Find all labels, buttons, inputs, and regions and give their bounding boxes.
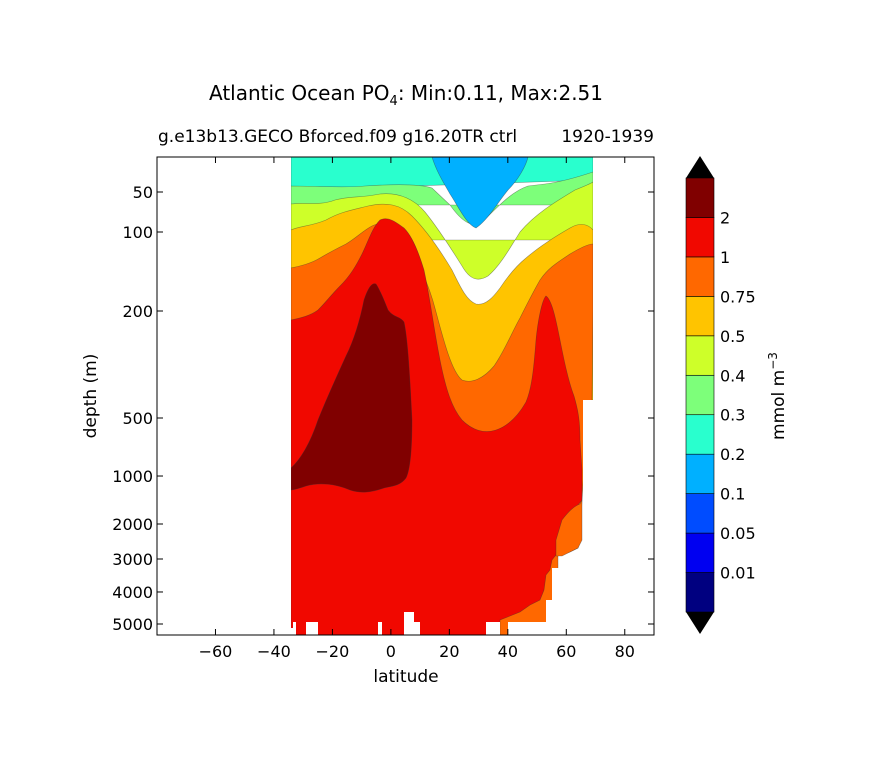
y-tick-label: 1000 — [112, 467, 153, 486]
colorbar-swatch — [685, 532, 715, 573]
colorbar-tick-label: 0.75 — [720, 287, 756, 306]
x-tick-label: −20 — [316, 642, 350, 661]
colorbar-swatch — [685, 572, 715, 613]
colorbar-swatch — [685, 374, 715, 416]
x-axis-label: latitude — [373, 667, 438, 687]
colorbar-swatch — [685, 453, 715, 494]
y-axis: 50 100 200 500 1000 2000 3000 4000 5000 — [112, 183, 654, 634]
colorbar-swatch — [685, 177, 715, 218]
plot-frame — [156, 156, 655, 636]
contour-region-gt-2 — [290, 283, 413, 493]
y-tick-label: 4000 — [112, 583, 153, 602]
colorbar-ticks: 0.01 0.05 0.1 0.2 0.3 0.4 0.5 0.75 1 2 — [720, 208, 756, 582]
contour-region-0.1-0.2 — [431, 157, 529, 229]
x-tick-label: −40 — [257, 642, 291, 661]
colorbar-tick-label: 0.4 — [720, 366, 745, 385]
colorbar-swatch — [685, 414, 715, 455]
colorbar-tick-label: 0.5 — [720, 327, 745, 346]
x-tick-label: −60 — [199, 642, 233, 661]
topography-mask — [157, 157, 654, 635]
colorbar-tick-label: 0.2 — [720, 445, 745, 464]
colorbar-tick-label: 0.1 — [720, 485, 745, 504]
chart-subtitle-left: g.e13b13.GECO Bforced.f09 g16.20TR ctrl — [158, 127, 517, 147]
colorbar-tick-label: 0.05 — [720, 524, 756, 543]
x-tick-label: 40 — [498, 642, 518, 661]
contour-fill-layer — [157, 157, 654, 635]
chart-title: Atlantic Ocean PO4: Min:0.11, Max:2.51 — [209, 81, 603, 109]
x-tick-label: 20 — [439, 642, 459, 661]
colorbar-tick-label: 0.3 — [720, 406, 745, 425]
x-tick-label: 60 — [556, 642, 576, 661]
colorbar-swatch — [685, 217, 715, 258]
colorbar-extend-top — [686, 156, 714, 178]
title-subscript: 4 — [390, 94, 398, 109]
colorbar-tick-label: 2 — [720, 208, 730, 227]
y-tick-label: 500 — [122, 409, 153, 428]
y-tick-label: 50 — [133, 183, 153, 202]
y-tick-label: 200 — [122, 302, 153, 321]
y-tick-label: 100 — [122, 223, 153, 242]
y-tick-label: 3000 — [112, 550, 153, 569]
y-tick-label: 2000 — [112, 515, 153, 534]
y-tick-label: 5000 — [112, 615, 153, 634]
contour-region-0.75-1-deep — [555, 499, 583, 557]
colorbar-swatch — [685, 296, 715, 337]
colorbar-swatch — [685, 335, 715, 376]
chart-subtitle-right: 1920-1939 — [561, 127, 654, 147]
colorbar-tick-label: 0.01 — [720, 564, 756, 583]
colorbar-label-exponent: −3 — [766, 352, 780, 370]
x-tick-label: 80 — [615, 642, 635, 661]
y-axis-label: depth (m) — [81, 354, 101, 439]
x-tick-label: 0 — [386, 642, 396, 661]
colorbar-extend-bottom — [686, 612, 714, 634]
colorbar — [685, 156, 715, 634]
x-axis: −60 −40 −20 0 20 40 60 80 — [199, 157, 635, 661]
colorbar-label: mmol m−3 — [766, 352, 789, 440]
colorbar-swatch — [685, 493, 715, 534]
colorbar-swatch — [685, 256, 715, 297]
colorbar-tick-label: 1 — [720, 248, 730, 267]
